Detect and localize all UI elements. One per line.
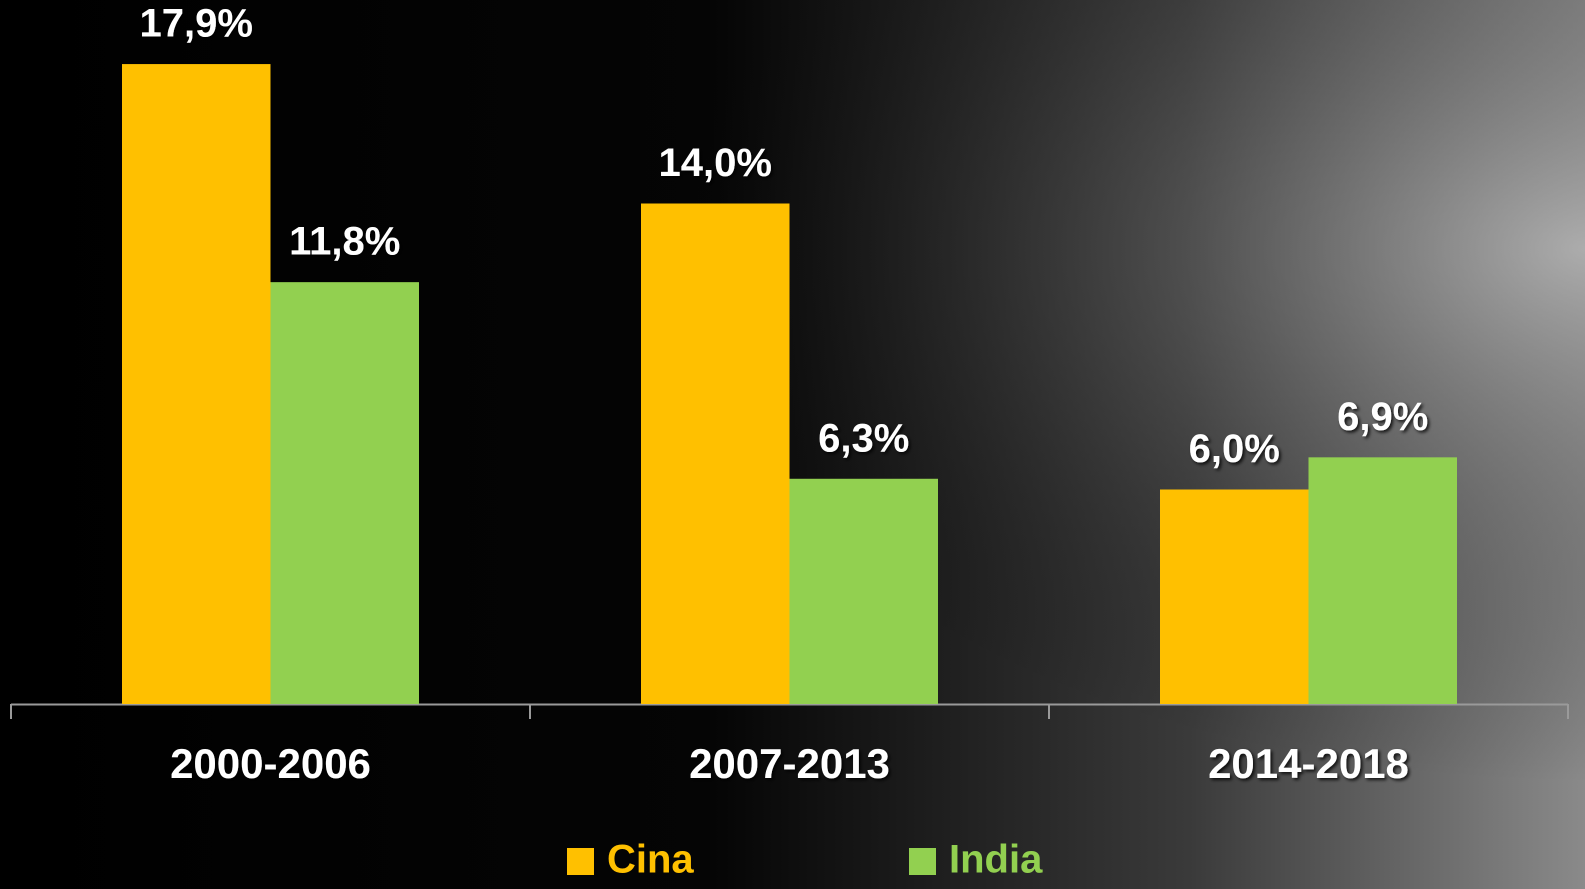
bar (789, 478, 938, 704)
legend-label: India (949, 838, 1043, 882)
bar (1308, 457, 1457, 704)
legend-swatch (909, 848, 936, 875)
x-tick-label: 2007-2013 (689, 740, 890, 787)
bar (122, 64, 271, 704)
bar (270, 282, 419, 704)
legend-label: Cina (607, 838, 694, 882)
value-label: 14,0% (659, 141, 772, 185)
bar (1160, 489, 1309, 704)
bar (641, 203, 790, 704)
x-tick-label: 2000-2006 (170, 740, 371, 787)
legend-swatch (567, 848, 594, 875)
value-label: 11,8% (289, 220, 400, 264)
value-label: 6,0% (1189, 427, 1280, 471)
value-label: 17,9% (140, 2, 253, 46)
value-label: 6,9% (1337, 395, 1428, 439)
value-label: 6,3% (818, 416, 909, 460)
x-tick-label: 2014-2018 (1208, 740, 1409, 787)
